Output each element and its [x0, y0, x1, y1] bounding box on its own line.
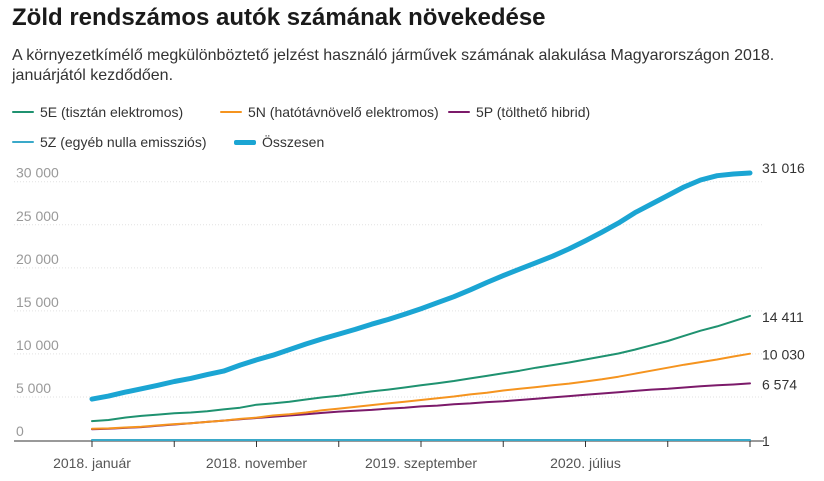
legend-label-5n: 5N (hatótávnövelő elektromos) — [248, 104, 439, 120]
y-tick-label-6: 30 000 — [16, 165, 59, 181]
y-tick-label-4: 20 000 — [16, 251, 59, 267]
x-tick-label-2: 2019. szeptember — [365, 455, 477, 471]
series-line-4 — [89, 170, 753, 402]
legend-swatch-total — [234, 139, 256, 145]
end-label-2: 10 030 — [762, 347, 805, 363]
axis-layer: 0 5 000 10 000 15 000 20 000 25 000 30 000 2018… — [14, 165, 764, 471]
end-label-3: 6 574 — [762, 376, 797, 392]
chart-title: Zöld rendszámos autók számának növekedés… — [12, 4, 546, 31]
legend-label-5p: 5P (tölthető hibrid) — [476, 104, 591, 120]
legend-swatch-5p — [448, 111, 470, 113]
series-layer — [89, 170, 753, 441]
x-tick-label-1: 2018. november — [206, 455, 308, 471]
legend-swatch-5n — [220, 111, 242, 113]
end-label-0: 31 016 — [762, 160, 805, 176]
legend-label-total: Összesen — [262, 134, 325, 150]
grid-layer — [14, 181, 764, 398]
end-label-4: 1 — [762, 433, 770, 449]
y-tick-label-2: 10 000 — [16, 337, 59, 353]
y-tick-label-0: 0 — [16, 423, 24, 439]
series-line-0 — [91, 314, 751, 423]
legend-item-5z: 5Z (egyéb nulla emissziós) — [12, 134, 207, 150]
legend-item-5n: 5N (hatótávnövelő elektromos) — [220, 104, 439, 120]
y-tick-label-3: 15 000 — [16, 294, 59, 310]
legend-item-5p: 5P (tölthető hibrid) — [448, 104, 590, 120]
x-tick-label-3: 2020. július — [550, 455, 621, 471]
y-tick-label-1: 5 000 — [16, 380, 51, 396]
legend-swatch-5e — [12, 111, 34, 113]
series-line-1 — [91, 352, 751, 430]
label-layer: 31 016 14 411 10 030 6 574 1 — [762, 160, 805, 449]
y-tick-label-5: 25 000 — [16, 208, 59, 224]
chart-subtitle: A környezetkímélő megkülönböztető jelzés… — [12, 47, 775, 84]
end-label-1: 14 411 — [762, 309, 804, 325]
x-tick-label-0: 2018. január — [53, 455, 131, 471]
legend-label-5z: 5Z (egyéb nulla emissziós) — [40, 134, 207, 150]
legend-swatch-5z — [12, 141, 34, 143]
legend-item-total: Összesen — [234, 134, 324, 150]
legend-label-5e: 5E (tisztán elektromos) — [40, 104, 184, 120]
legend-item-5e: 5E (tisztán elektromos) — [12, 104, 183, 120]
